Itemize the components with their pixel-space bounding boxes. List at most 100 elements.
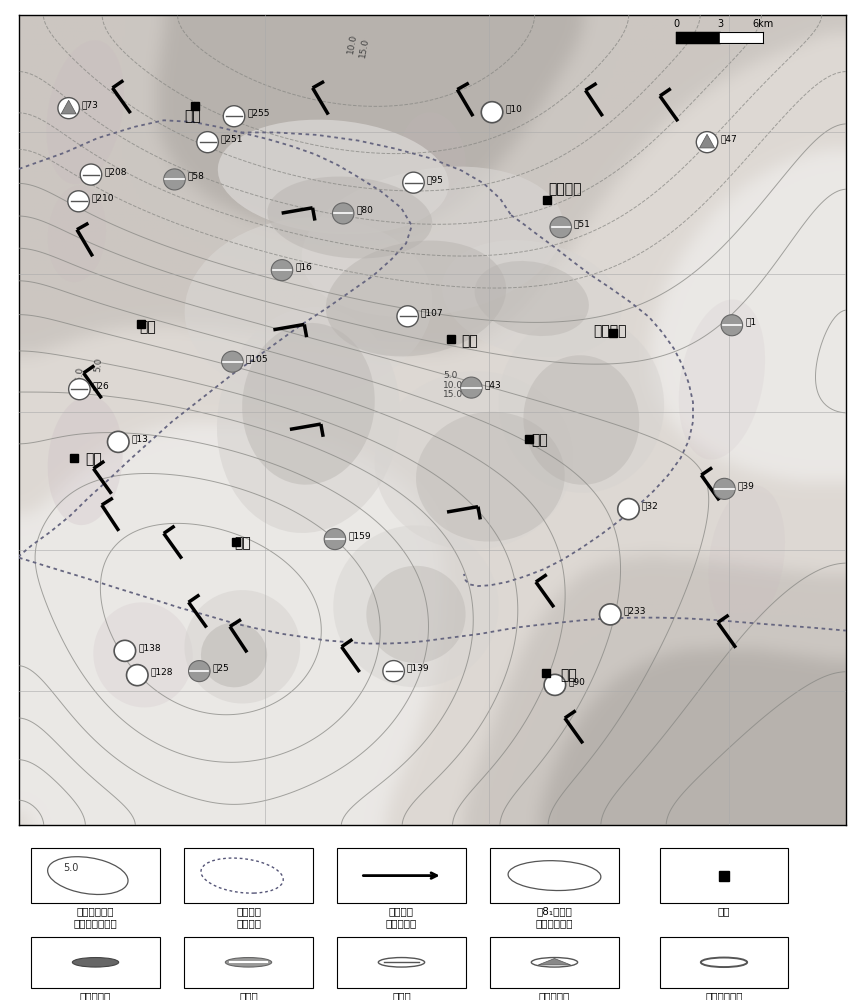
Ellipse shape	[367, 566, 465, 663]
Circle shape	[221, 351, 243, 372]
Ellipse shape	[201, 622, 267, 687]
Text: 5.0: 5.0	[63, 863, 79, 873]
Text: 西255: 西255	[247, 109, 270, 118]
Text: 玄马: 玄马	[184, 109, 201, 123]
Bar	[31, 937, 160, 988]
Ellipse shape	[48, 396, 123, 525]
Text: 宁32: 宁32	[642, 501, 658, 510]
Text: 15.0: 15.0	[74, 365, 85, 386]
Ellipse shape	[400, 112, 465, 209]
Text: 城73: 城73	[82, 100, 99, 109]
Circle shape	[324, 529, 346, 550]
Text: 城关: 城关	[461, 334, 478, 348]
Circle shape	[714, 478, 735, 499]
Text: 固城: 固城	[532, 433, 548, 447]
Circle shape	[550, 217, 572, 238]
Circle shape	[397, 306, 419, 327]
Ellipse shape	[218, 120, 449, 234]
Text: 低产井: 低产井	[239, 991, 258, 1000]
Text: 庄13: 庄13	[131, 434, 149, 443]
Circle shape	[107, 431, 129, 452]
Text: 宁139: 宁139	[407, 663, 430, 672]
Text: 常规测井解释
砂岩厚度等值线: 常规测井解释 砂岩厚度等值线	[74, 906, 118, 928]
Ellipse shape	[47, 40, 124, 184]
Text: 庄95: 庄95	[426, 175, 444, 184]
Polygon shape	[700, 134, 714, 148]
Text: 3: 3	[717, 19, 723, 29]
Text: 庄51: 庄51	[573, 219, 591, 228]
Text: 油层显示井: 油层显示井	[539, 991, 570, 1000]
Text: 10.0: 10.0	[443, 381, 464, 390]
Text: 庄233: 庄233	[624, 607, 646, 616]
Bar	[337, 937, 465, 988]
Text: 宁25: 宁25	[213, 663, 229, 672]
Text: 板105: 板105	[246, 354, 268, 363]
Text: 板桥: 板桥	[85, 452, 102, 466]
Text: 地名: 地名	[718, 906, 730, 916]
Bar	[184, 848, 312, 903]
Text: 庄10: 庄10	[505, 104, 522, 113]
Text: 庄80: 庄80	[356, 206, 374, 215]
Bar	[490, 937, 618, 988]
Text: 王家大庄: 王家大庄	[593, 324, 627, 338]
Text: 板107: 板107	[421, 309, 444, 318]
Ellipse shape	[333, 525, 498, 687]
Text: 产水井: 产水井	[392, 991, 411, 1000]
Bar	[31, 848, 160, 903]
Text: 宁39: 宁39	[738, 481, 754, 490]
Text: 15.0: 15.0	[443, 390, 464, 399]
Text: 塔1: 塔1	[745, 317, 756, 326]
Text: 板16: 板16	[295, 262, 312, 271]
Ellipse shape	[442, 240, 622, 357]
Circle shape	[73, 958, 119, 967]
Circle shape	[189, 661, 210, 682]
Text: 0: 0	[673, 19, 680, 29]
Text: 长8₁砂层组
水下分流间湾: 长8₁砂层组 水下分流间湾	[535, 906, 573, 928]
Circle shape	[272, 260, 292, 281]
Text: 庄47: 庄47	[721, 134, 737, 143]
Bar	[337, 848, 465, 903]
Text: 庆城: 庆城	[138, 320, 156, 334]
Ellipse shape	[375, 371, 573, 550]
Ellipse shape	[416, 412, 565, 542]
Bar	[660, 848, 788, 903]
Text: 6km: 6km	[753, 19, 774, 29]
Circle shape	[68, 379, 90, 400]
Text: 盘客: 盘客	[561, 668, 577, 682]
Text: 庄159: 庄159	[348, 531, 371, 540]
Circle shape	[531, 958, 578, 967]
Circle shape	[696, 132, 718, 153]
Text: 工业油流井: 工业油流井	[80, 991, 111, 1000]
Text: 西210: 西210	[92, 194, 114, 203]
Circle shape	[701, 958, 747, 967]
Circle shape	[544, 674, 566, 695]
Ellipse shape	[242, 323, 375, 485]
Ellipse shape	[708, 485, 785, 630]
Ellipse shape	[475, 261, 589, 336]
Bar	[490, 848, 618, 903]
Ellipse shape	[267, 177, 432, 258]
Text: 西208: 西208	[104, 167, 126, 176]
Circle shape	[378, 958, 425, 967]
Circle shape	[332, 203, 354, 224]
Circle shape	[383, 661, 404, 682]
Text: 西251: 西251	[221, 134, 243, 143]
Ellipse shape	[184, 590, 300, 704]
Text: 10.0: 10.0	[346, 33, 358, 54]
Circle shape	[618, 499, 639, 520]
Bar	[184, 937, 312, 988]
Circle shape	[226, 958, 272, 967]
Text: 宁128: 宁128	[151, 667, 173, 676]
Ellipse shape	[523, 355, 639, 485]
Text: 预测浊积
砂体边界: 预测浊积 砂体边界	[236, 906, 261, 928]
Ellipse shape	[498, 315, 664, 493]
Circle shape	[80, 164, 102, 185]
Circle shape	[721, 315, 743, 336]
Ellipse shape	[302, 167, 563, 317]
Text: 5.0: 5.0	[93, 357, 104, 372]
Text: 15.0: 15.0	[358, 37, 371, 58]
Text: 安置农场: 安置农场	[548, 182, 581, 196]
Ellipse shape	[217, 307, 400, 533]
Ellipse shape	[679, 299, 766, 460]
Ellipse shape	[93, 602, 193, 707]
